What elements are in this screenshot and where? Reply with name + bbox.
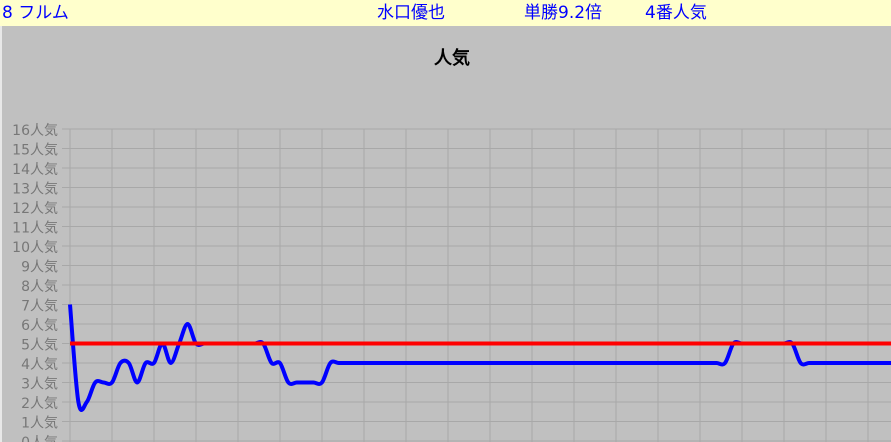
y-tick-label: 5人気: [21, 338, 58, 354]
y-tick-label: 2人気: [21, 396, 58, 412]
y-tick-label: 9人気: [21, 260, 58, 276]
series-line-popularity: [68, 304, 891, 412]
chart-svg: 人気 0人気 1人気 2人気 3人気 4人気 5人気 6人気 7人気 8人気 9人気 10人気 11人…: [12, 47, 891, 442]
y-tick-label: 4人気: [21, 357, 58, 373]
jockey-name[interactable]: 水口優也: [377, 3, 445, 23]
y-tick-label: 13人気: [12, 182, 58, 198]
y-tick-label: 12人気: [12, 201, 58, 217]
popularity-chart: 人気 0人気 1人気 2人気 3人気 4人気 5人気 6人気 7人気 8人気 9人気 10人気 11人…: [0, 26, 891, 442]
y-tick-label: 11人気: [12, 221, 58, 237]
y-tick-label: 16人気: [12, 123, 58, 139]
y-tick-label: 7人気: [21, 299, 58, 315]
y-tick-label: 8人気: [21, 279, 58, 295]
win-odds: 単勝9.2倍: [524, 3, 603, 23]
popularity-rank: 4番人気: [645, 3, 707, 23]
y-tick-label: 1人気: [21, 416, 58, 432]
horse-name[interactable]: 8 フルム: [2, 3, 69, 23]
chart-title: 人気: [434, 47, 470, 69]
race-entry-header: 8 フルム 水口優也 単勝9.2倍 4番人気: [0, 0, 891, 26]
y-tick-label: 14人気: [12, 162, 58, 178]
y-tick-label: 0人気: [21, 435, 58, 442]
y-tick-label: 3人気: [21, 377, 58, 393]
y-tick-label: 15人気: [12, 143, 58, 159]
y-tick-label: 10人気: [12, 240, 58, 256]
y-tick-label: 6人気: [21, 318, 58, 334]
